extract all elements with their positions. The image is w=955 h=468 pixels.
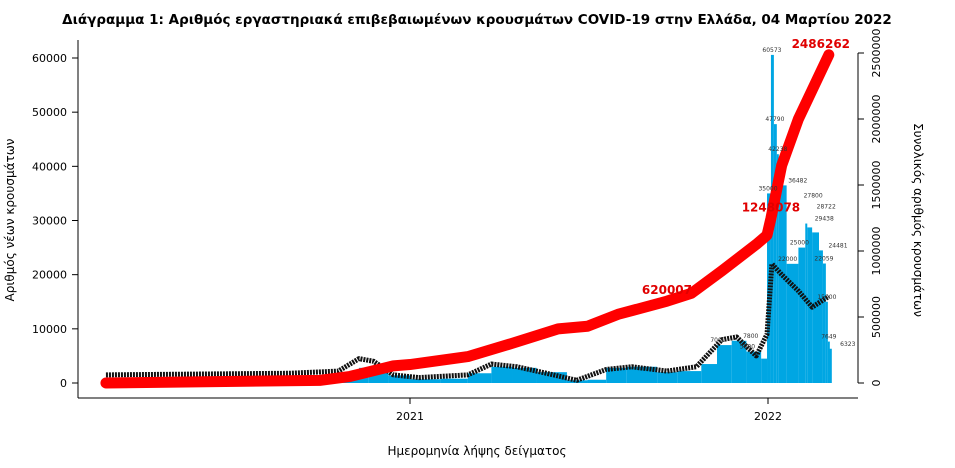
bar-label: 15000 bbox=[817, 294, 836, 301]
bar bbox=[828, 348, 832, 383]
bar bbox=[587, 379, 607, 383]
y-right-tick-label: 1500000 bbox=[870, 161, 883, 210]
y-axis-label: Αριθμός νέων κρουσμάτων bbox=[3, 138, 17, 301]
y-tick-label: 10000 bbox=[32, 323, 67, 336]
y-right-tick-label: 2000000 bbox=[870, 95, 883, 144]
bar-label: 28722 bbox=[817, 203, 836, 210]
y-right-tick-label: 1000000 bbox=[870, 227, 883, 276]
bar bbox=[677, 371, 702, 383]
average-line bbox=[105, 261, 831, 383]
bar bbox=[825, 301, 828, 383]
bar-label: 35000 bbox=[758, 185, 777, 192]
cumulative-line bbox=[100, 49, 835, 389]
bar bbox=[746, 351, 762, 383]
y-tick-label: 40000 bbox=[32, 160, 67, 173]
bar bbox=[388, 375, 410, 383]
bar-label: 24481 bbox=[828, 242, 847, 249]
bar-label: 29438 bbox=[815, 216, 834, 223]
bar bbox=[701, 364, 717, 383]
cumulative-label: 2486262 bbox=[792, 37, 850, 51]
y-axis-right-label: Συνολικός αριθμός κρουσμάτων bbox=[911, 123, 925, 317]
bar bbox=[786, 263, 799, 383]
bar-label: 27800 bbox=[804, 192, 823, 199]
bar bbox=[716, 345, 732, 383]
bar-label: 7800 bbox=[743, 333, 758, 340]
y-tick-label: 50000 bbox=[32, 106, 67, 119]
bar bbox=[410, 379, 441, 383]
y-right-tick-label: 500000 bbox=[870, 296, 883, 338]
bar-label: 7000 bbox=[710, 337, 725, 344]
bar-label: 7649 bbox=[821, 334, 836, 341]
bar-label: 25000 bbox=[790, 240, 809, 247]
bar bbox=[440, 378, 468, 383]
bar bbox=[773, 124, 777, 383]
bar-label: 5800 bbox=[740, 344, 755, 351]
x-tick-label: 2022 bbox=[754, 410, 782, 423]
bar bbox=[606, 367, 627, 383]
bar-label: 22000 bbox=[778, 256, 797, 263]
bar-label: 42238 bbox=[768, 146, 787, 153]
y-right-tick-label: 0 bbox=[870, 380, 883, 387]
bar bbox=[819, 250, 823, 383]
bar bbox=[767, 193, 771, 383]
bar-label: 47790 bbox=[765, 116, 784, 123]
cumulative-label: 1248078 bbox=[742, 200, 800, 214]
bar bbox=[657, 372, 678, 383]
y-tick-label: 60000 bbox=[32, 52, 67, 65]
bar bbox=[798, 247, 806, 383]
y-tick-label: 20000 bbox=[32, 269, 67, 282]
bar-label: 6323 bbox=[840, 341, 855, 348]
y-tick-label: 30000 bbox=[32, 215, 67, 228]
bar bbox=[467, 373, 492, 383]
bar bbox=[761, 358, 768, 383]
bar bbox=[822, 263, 826, 383]
bar-label: 22059 bbox=[814, 256, 833, 263]
bar bbox=[731, 340, 747, 383]
bar bbox=[778, 185, 787, 383]
bar bbox=[491, 366, 513, 383]
cumulative-label: 620007 bbox=[642, 283, 692, 297]
x-axis-label: Ημερομηνία λήψης δείγματος bbox=[387, 444, 566, 458]
bar-label: 36482 bbox=[788, 177, 807, 184]
bar-label: 60573 bbox=[762, 47, 781, 54]
y-right-tick-label: 2500000 bbox=[870, 29, 883, 78]
x-tick-label: 2021 bbox=[396, 410, 424, 423]
y-tick-label: 0 bbox=[60, 377, 67, 390]
bar bbox=[536, 372, 567, 383]
chart-title: Διάγραμμα 1: Αριθμός εργαστηριακά επιβεβ… bbox=[62, 12, 892, 28]
